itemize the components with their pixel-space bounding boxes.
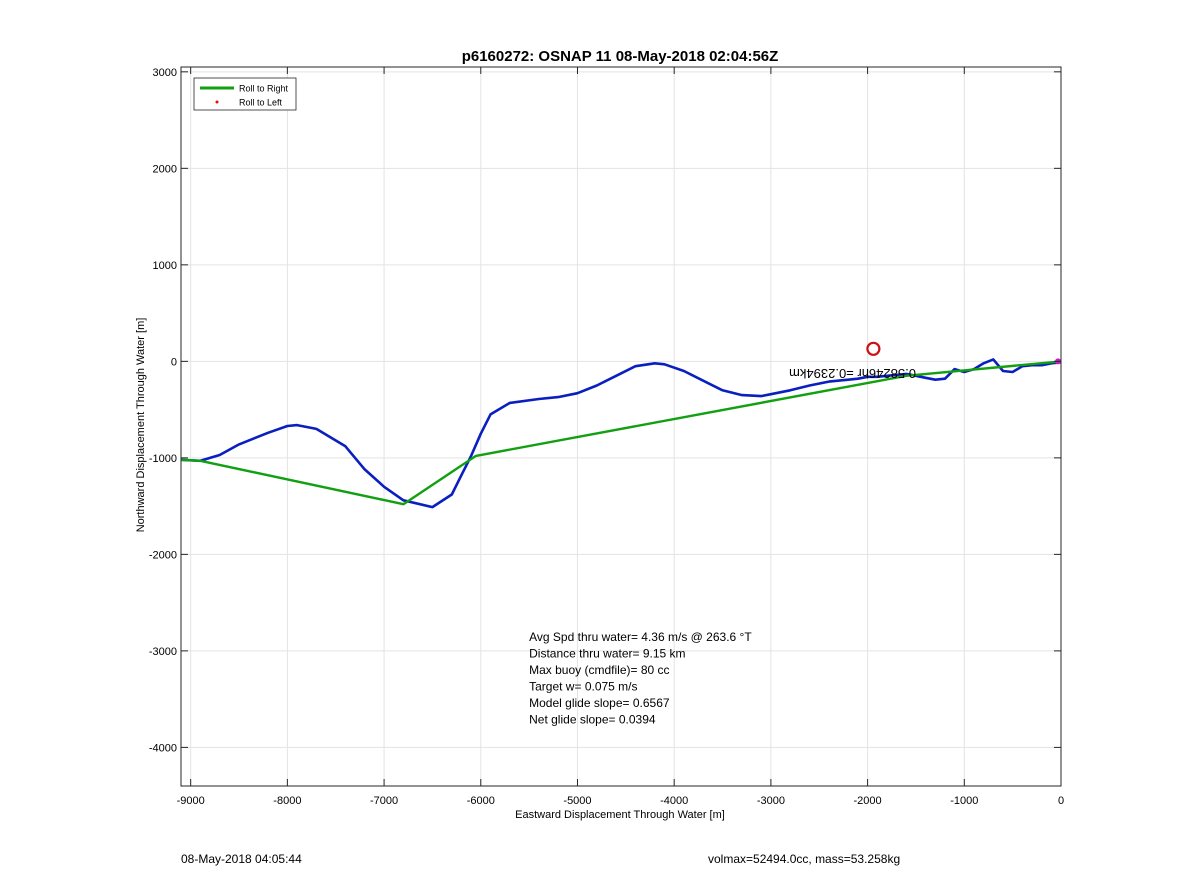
legend-box [193, 77, 297, 111]
chart-title: p6160272: OSNAP 11 08-May-2018 02:04:56Z [462, 48, 779, 65]
x-axis-label: Eastward Displacement Through Water [m] [515, 809, 725, 821]
y-tick-label: 3000 [153, 67, 177, 79]
stats-annotation: Avg Spd thru water= 4.36 m/s @ 263.6 °T [529, 630, 752, 644]
x-tick-label: -8000 [273, 795, 301, 807]
y-tick-label: -4000 [149, 742, 177, 754]
annotations: 0.58246hr =0.2394km Avg Spd thru water= 4… [529, 366, 916, 726]
legend-label: Roll to Right [239, 84, 289, 94]
stats-annotation: Net glide slope= 0.0394 [529, 712, 656, 726]
x-tick-label: -2000 [854, 795, 882, 807]
stats-annotation: Distance thru water= 9.15 km [529, 647, 685, 661]
series-line-1 [180, 360, 1062, 506]
y-tick-label: 1000 [153, 260, 177, 272]
stats-annotation: Max buoy (cmdfile)= 80 cc [529, 663, 669, 677]
x-tick-label: -9000 [177, 795, 205, 807]
legend-swatch-dot [215, 100, 219, 104]
x-tick-label: -4000 [660, 795, 688, 807]
axes: -9000 -8000 -7000 -6000 -5000 -4000 -3000 -2000… [149, 66, 1064, 807]
y-tick-label: 0 [171, 356, 177, 368]
footer-timestamp: 08-May-2018 04:05:44 [181, 852, 302, 866]
y-tick-label: 2000 [153, 163, 177, 175]
grid-lines [181, 67, 1062, 786]
stats-annotation: Target w= 0.075 m/s [529, 679, 637, 693]
x-tick-label: -3000 [757, 795, 785, 807]
legend-label: Roll to Left [239, 98, 283, 108]
y-tick-label: -1000 [149, 453, 177, 465]
chart-series [180, 341, 1062, 509]
footer-info: volmax=52494.0cc, mass=53.258kg [708, 852, 901, 866]
y-axis-label: Northward Displacement Through Water [m] [135, 318, 147, 533]
x-tick-label: -7000 [370, 795, 398, 807]
y-tick-label: -2000 [149, 549, 177, 561]
x-tick-label: -6000 [467, 795, 495, 807]
x-tick-label: -1000 [950, 795, 978, 807]
rotated-segment-label: 0.58246hr =0.2394km [789, 366, 916, 381]
position-marker-circle [866, 341, 881, 356]
axes-box [180, 66, 1062, 787]
x-tick-label: 0 [1058, 795, 1064, 807]
legend: Roll to Right Roll to Left [193, 77, 297, 111]
stats-annotation: Model glide slope= 0.6567 [529, 696, 670, 710]
y-tick-label: -3000 [149, 646, 177, 658]
x-tick-label: -5000 [563, 795, 591, 807]
